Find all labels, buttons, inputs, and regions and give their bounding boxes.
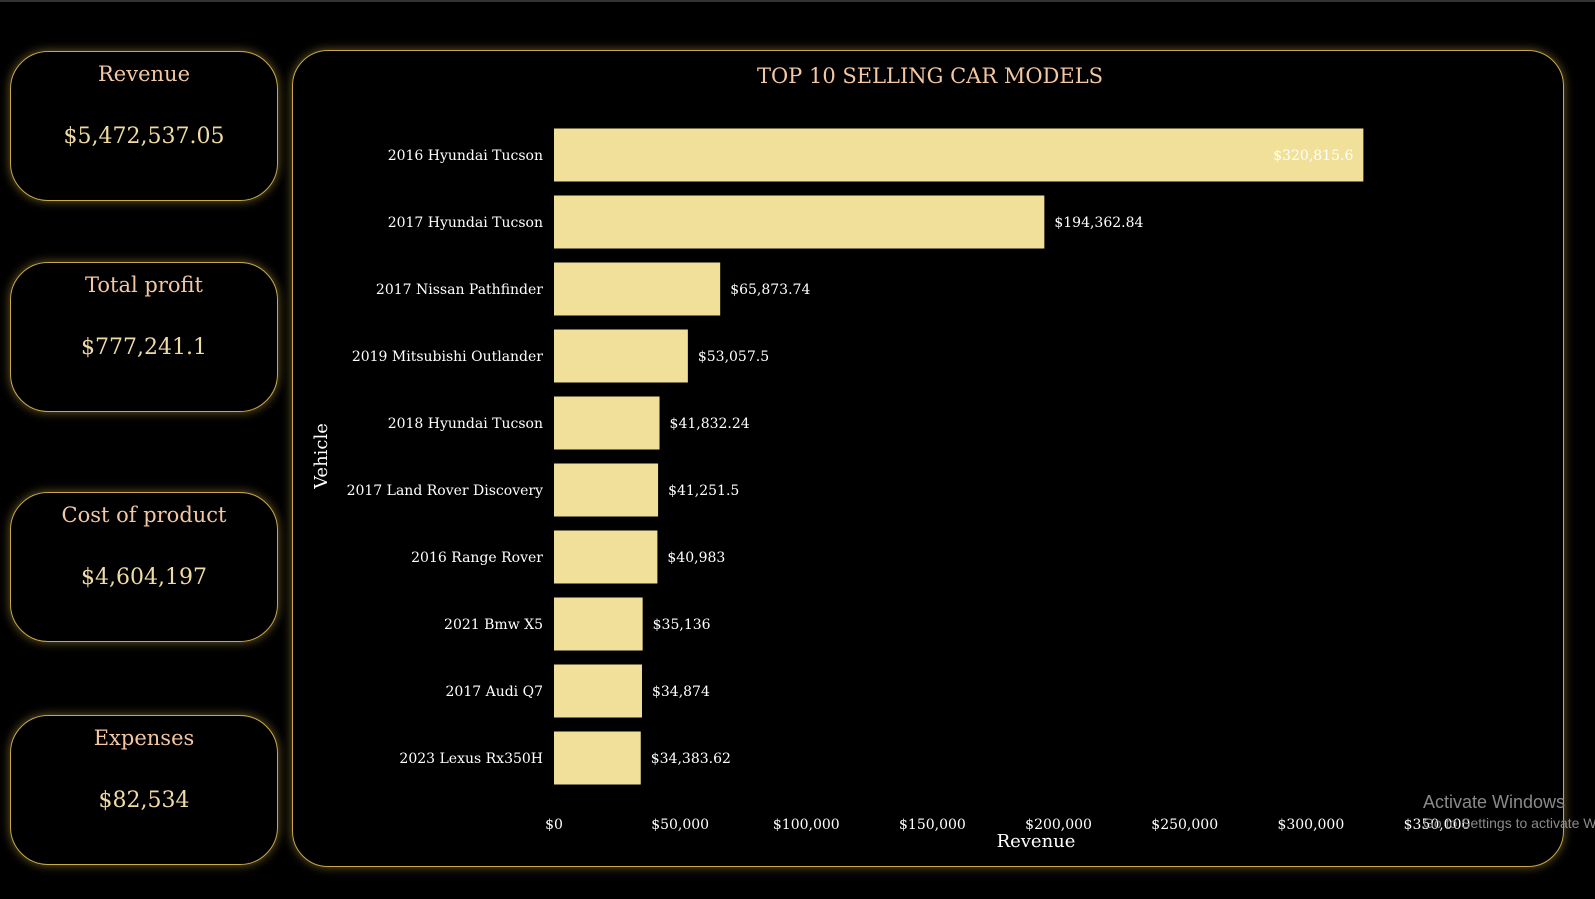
total-profit-card: Total profit $777,241.1 [10, 262, 278, 412]
expenses-label: Expenses [93, 726, 195, 750]
category-label: 2017 Hyundai Tucson [388, 215, 543, 231]
x-tick-label: $0 [545, 817, 563, 833]
category-label: 2016 Range Rover [411, 550, 543, 566]
data-label: $40,983 [667, 550, 725, 566]
category-label: 2018 Hyundai Tucson [388, 416, 543, 432]
data-label: $53,057.5 [698, 349, 769, 365]
bar [554, 262, 721, 316]
bar [554, 731, 641, 785]
x-tick-label: $250,000 [1151, 817, 1218, 833]
data-label: $320,815.6 [1273, 148, 1353, 164]
bar [554, 664, 642, 718]
data-label: $41,251.5 [668, 483, 739, 499]
bar-chart: TOP 10 SELLING CAR MODELS Vehicle Revenue 2… [311, 64, 1471, 852]
bar [554, 396, 660, 450]
watermark-line-1: Activate Windows [1423, 792, 1566, 812]
expenses-card: Expenses $82,534 [10, 715, 278, 865]
watermark-line-2: Go to Settings to activate Windows. [1423, 815, 1595, 831]
data-label: $41,832.24 [670, 416, 750, 432]
revenue-value: $5,472,537.05 [63, 124, 225, 149]
data-label: $35,136 [653, 617, 711, 633]
activate-windows-watermark: Activate Windows Go to Settings to activ… [1423, 792, 1595, 831]
data-label: $65,873.74 [730, 282, 810, 298]
category-label: 2017 Land Rover Discovery [347, 483, 544, 499]
data-label: $194,362.84 [1054, 215, 1143, 231]
category-label: 2017 Nissan Pathfinder [376, 282, 543, 298]
x-tick-label: $350,000 [1404, 817, 1471, 833]
cost-of-product-card: Cost of product $4,604,197 [10, 492, 278, 642]
top-selling-models-chart-panel: TOP 10 SELLING CAR MODELS Vehicle Revenue 2… [292, 50, 1564, 867]
bar [554, 530, 658, 584]
x-tick-label: $150,000 [899, 817, 966, 833]
x-axis-label: Revenue [997, 831, 1076, 852]
top-border [0, 0, 1595, 2]
x-tick-label: $50,000 [651, 817, 709, 833]
category-label: 2021 Bmw X5 [444, 617, 543, 633]
data-label: $34,874 [652, 684, 710, 700]
category-label: 2016 Hyundai Tucson [388, 148, 543, 164]
category-label: 2017 Audi Q7 [446, 684, 543, 700]
bar [554, 195, 1045, 249]
expenses-value: $82,534 [98, 788, 190, 813]
cost-of-product-label: Cost of product [61, 503, 227, 527]
revenue-card: Revenue $5,472,537.05 [10, 51, 278, 201]
chart-title: TOP 10 SELLING CAR MODELS [757, 64, 1103, 88]
y-axis-label: Vehicle [311, 423, 332, 490]
category-label: 2019 Mitsubishi Outlander [352, 349, 543, 365]
x-tick-label: $300,000 [1277, 817, 1344, 833]
data-label: $34,383.62 [651, 751, 731, 767]
total-profit-label: Total profit [85, 273, 203, 297]
x-tick-label: $100,000 [773, 817, 840, 833]
cost-of-product-value: $4,604,197 [81, 565, 207, 590]
bar [554, 597, 643, 651]
bar [554, 128, 1364, 182]
x-tick-label: $200,000 [1025, 817, 1092, 833]
bar [554, 329, 688, 383]
bar [554, 463, 659, 517]
category-label: 2023 Lexus Rx350H [399, 751, 543, 767]
revenue-label: Revenue [97, 62, 190, 86]
total-profit-value: $777,241.1 [81, 335, 207, 360]
